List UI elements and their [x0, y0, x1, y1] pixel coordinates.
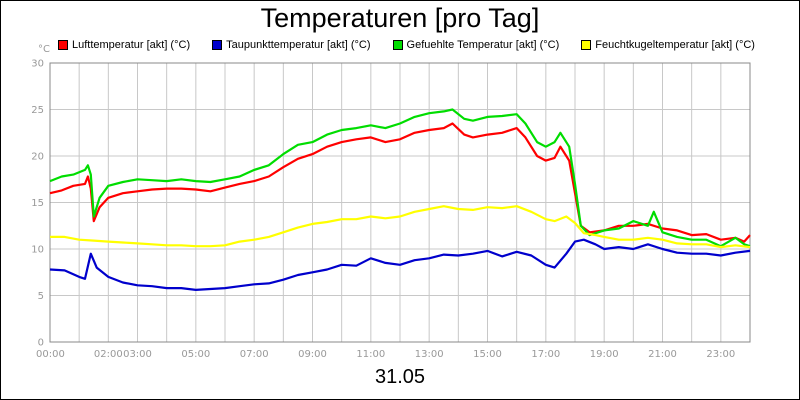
legend-swatch-feuchtkugeltemperatur [581, 40, 592, 50]
y-unit-label: °C [38, 44, 50, 55]
y-tick-label: 5 [38, 291, 44, 302]
legend-label-feuchtkugeltemperatur: Feuchtkugeltemperatur [akt] (°C) [595, 39, 755, 51]
y-axis-labels: 0 5 10 15 20 25 30 [31, 59, 44, 349]
x-tick-label: 07:00 [240, 349, 269, 360]
x-tick-label: 00:00 [36, 349, 65, 360]
legend-item-gefuehlte-temperatur: Gefuehlte Temperatur [akt] (°C) [392, 38, 560, 52]
x-tick-label: 02:00 [94, 349, 123, 360]
date-label: 31.05 [374, 366, 426, 388]
x-tick-label: 09:00 [298, 349, 327, 360]
y-tick-label: 0 [38, 338, 44, 349]
plot-border [49, 62, 751, 343]
legend-label-lufttemperatur: Lufttemperatur [akt] (°C) [72, 39, 191, 51]
x-tick-label: 05:00 [181, 349, 210, 360]
x-tick-label: 15:00 [473, 349, 502, 360]
x-tick-label: 21:00 [648, 349, 677, 360]
x-tick-label: 23:00 [706, 349, 735, 360]
x-tick-label: 19:00 [590, 349, 619, 360]
legend-swatch-taupunkttemperatur [212, 40, 223, 50]
y-tick-label: 15 [31, 198, 44, 209]
series-lines [49, 108, 751, 291]
legend-item-feuchtkugeltemperatur: Feuchtkugeltemperatur [akt] (°C) [581, 38, 755, 52]
chart-title: Temperaturen [pro Tag] [260, 3, 540, 33]
series-line-1 [49, 238, 751, 291]
x-tick-label: 13:00 [415, 349, 444, 360]
series-line-2 [49, 108, 751, 248]
y-tick-label: 10 [31, 245, 44, 256]
chart-legend: Lufttemperatur [akt] (°C) Taupunkttemper… [58, 38, 777, 52]
legend-item-lufttemperatur: Lufttemperatur [akt] (°C) [58, 38, 190, 52]
x-tick-label: 11:00 [356, 349, 385, 360]
legend-item-taupunkttemperatur: Taupunkttemperatur [akt] (°C) [212, 38, 371, 52]
series-line-3 [50, 205, 751, 249]
legend-label-gefuehlte-temperatur: Gefuehlte Temperatur [akt] (°C) [406, 39, 560, 51]
y-tick-label: 25 [31, 105, 44, 116]
legend-label-taupunkttemperatur: Taupunkttemperatur [akt] (°C) [226, 39, 371, 51]
y-tick-label: 20 [31, 152, 44, 163]
y-tick-label: 30 [31, 59, 44, 70]
x-tick-label: 17:00 [531, 349, 560, 360]
legend-swatch-gefuehlte-temperatur [392, 40, 403, 50]
x-tick-label: 03:00 [123, 349, 152, 360]
x-axis-labels: 00:00 02:00 03:00 05:00 07:00 09:00 11:00 13:00… [36, 349, 735, 360]
legend-swatch-lufttemperatur [58, 40, 68, 50]
